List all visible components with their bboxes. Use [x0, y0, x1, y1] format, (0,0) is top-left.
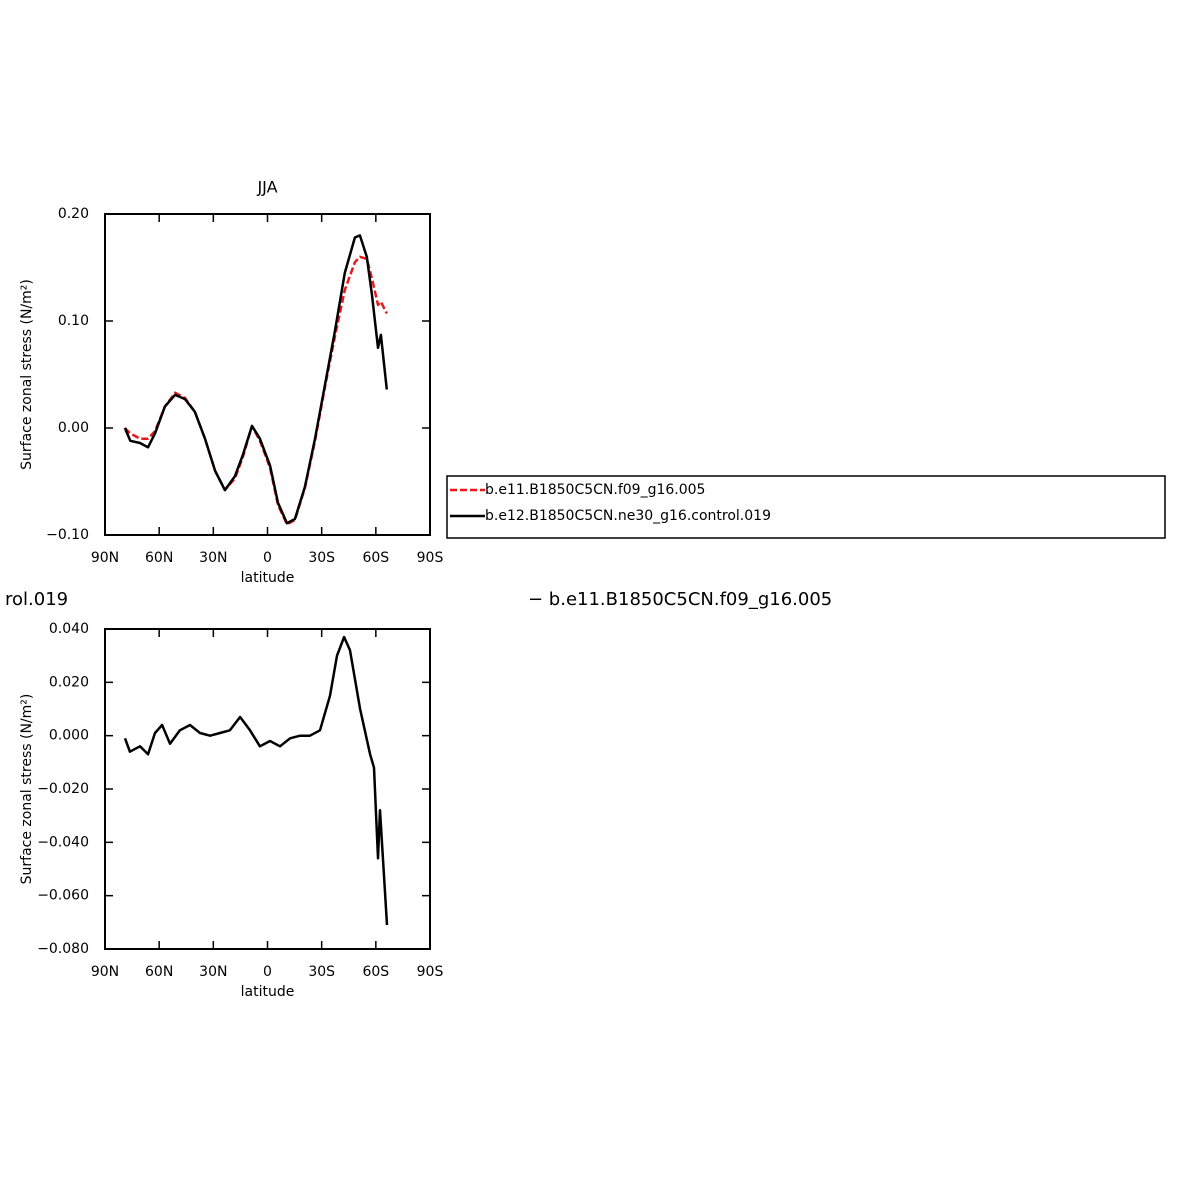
legend: b.e11.B1850C5CN.f09_g16.005 b.e12.B1850C5… — [446, 475, 1166, 539]
annotation: rol.019 — [5, 589, 68, 610]
x-axis-label: latitude — [241, 570, 295, 586]
x-tick-label: 90N — [91, 550, 119, 566]
legend-label: b.e12.B1850C5CN.ne30_g16.control.019 — [485, 508, 771, 524]
y-tick-label: 0.20 — [58, 206, 89, 222]
x-tick-label: 30S — [308, 550, 335, 566]
legend-label: b.e11.B1850C5CN.f09_g16.005 — [485, 482, 705, 498]
x-tick-label: 0 — [263, 964, 272, 980]
y-tick-label: −0.10 — [46, 527, 89, 543]
x-tick-label: 90S — [417, 964, 444, 980]
data-line — [123, 635, 389, 926]
data-line — [124, 255, 388, 526]
y-tick-label: 0.00 — [58, 420, 89, 436]
y-tick-label: −0.080 — [37, 941, 89, 957]
x-tick-label: 90N — [91, 964, 119, 980]
x-tick-label: 60S — [362, 964, 389, 980]
chart-title: JJA — [256, 178, 277, 197]
y-axis-label: Surface zonal stress (N/m²) — [19, 694, 35, 885]
x-tick-label: 30S — [308, 964, 335, 980]
x-tick-label: 60N — [145, 550, 173, 566]
x-tick-label: 60S — [362, 550, 389, 566]
y-tick-label: 0.000 — [49, 728, 89, 744]
x-tick-label: 30N — [199, 964, 227, 980]
legend-box — [446, 475, 1166, 539]
y-axis-label: Surface zonal stress (N/m²) — [19, 279, 35, 470]
x-tick-label: 0 — [263, 550, 272, 566]
plot-frame — [104, 213, 431, 536]
x-tick-label: 30N — [199, 550, 227, 566]
x-tick-label: 90S — [417, 550, 444, 566]
x-axis-label: latitude — [241, 984, 295, 1000]
y-tick-label: −0.040 — [37, 834, 89, 850]
plot-frame — [104, 628, 431, 950]
data-line — [123, 234, 389, 525]
y-tick-label: 0.020 — [49, 674, 89, 690]
annotation: − b.e11.B1850C5CN.f09_g16.005 — [528, 589, 832, 610]
y-tick-label: 0.10 — [58, 313, 89, 329]
y-tick-label: −0.020 — [37, 781, 89, 797]
y-tick-label: 0.040 — [49, 621, 89, 637]
x-tick-label: 60N — [145, 964, 173, 980]
y-tick-label: −0.060 — [37, 888, 89, 904]
